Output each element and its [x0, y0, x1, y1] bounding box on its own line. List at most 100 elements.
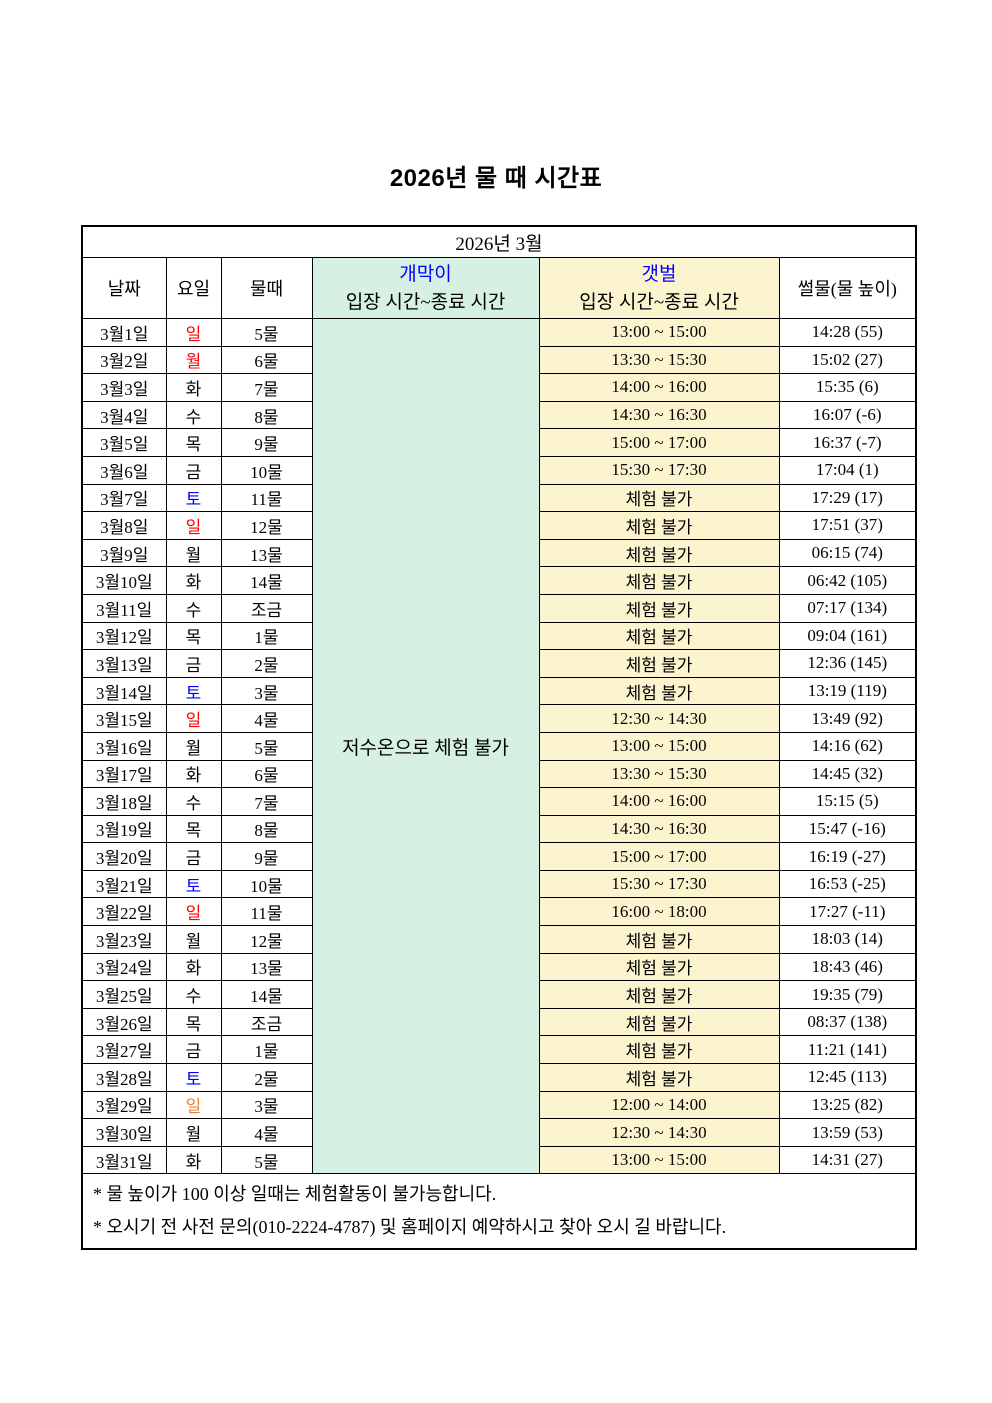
date-cell: 3월18일 — [81, 787, 167, 816]
weekday-cell: 화 — [165, 566, 222, 595]
date-cell: 3월1일 — [81, 318, 167, 347]
notes-row: * 물 높이가 100 이상 일때는 체험활동이 불가능합니다. * 오시기 전… — [81, 1173, 917, 1250]
tide-cell: 13물 — [220, 952, 313, 982]
gaetbeol-header-title: 갯벌 — [641, 264, 677, 285]
tide-cell: 9물 — [220, 428, 313, 457]
tide-cell: 7물 — [220, 787, 313, 816]
gaetbeol-cell: 체험 불가 — [538, 1007, 780, 1037]
table-row: 3월28일 토 2물 체험 불가 12:45 (113) — [81, 1063, 917, 1092]
tide-cell: 5물 — [220, 731, 313, 761]
table-row: 3월19일 목 8물 14:30 ~ 16:30 15:47 (-16) — [81, 814, 917, 844]
col-header-weekday: 요일 — [165, 257, 222, 319]
tide-cell: 3물 — [220, 1090, 313, 1120]
date-cell: 3월7일 — [81, 483, 167, 513]
col-header-ebb: 썰물(물 높이) — [778, 257, 917, 319]
tide-cell: 12물 — [220, 511, 313, 540]
tide-cell: 8물 — [220, 814, 313, 844]
page-title: 2026년 물 때 시간표 — [389, 165, 603, 192]
ebb-cell: 09:04 (161) — [778, 621, 917, 651]
gaetbeol-header-subtitle: 입장 시간~종료 시간 — [579, 292, 739, 313]
table-row: 3월10일 화 14물 체험 불가 06:42 (105) — [81, 566, 917, 595]
weekday-cell: 토 — [165, 1063, 222, 1092]
date-cell: 3월3일 — [81, 373, 167, 402]
ebb-cell: 15:47 (-16) — [778, 814, 917, 844]
gaetbeol-cell: 체험 불가 — [538, 483, 780, 513]
date-cell: 3월5일 — [81, 428, 167, 457]
column-header-row: 날짜 요일 물때 개막이 입장 시간~종료 시간 갯벌 입장 시간~종료 시간 … — [81, 257, 917, 319]
ebb-cell: 14:31 (27) — [778, 1145, 917, 1175]
ebb-cell: 14:28 (55) — [778, 318, 917, 347]
date-cell: 3월17일 — [81, 759, 167, 789]
table-row: 3월26일 목 조금 체험 불가 08:37 (138) — [81, 1007, 917, 1037]
weekday-cell: 토 — [165, 869, 222, 899]
gaetbeol-cell: 15:30 ~ 17:30 — [538, 869, 780, 899]
ebb-cell: 15:02 (27) — [778, 345, 917, 375]
tide-cell: 2물 — [220, 649, 313, 678]
gaetbeol-cell: 15:00 ~ 17:00 — [538, 428, 780, 457]
tide-cell: 14물 — [220, 566, 313, 595]
date-cell: 3월15일 — [81, 704, 167, 733]
col-header-gaemagi: 개막이 입장 시간~종료 시간 — [311, 257, 540, 319]
table-row: 3월2일 월 6물 13:30 ~ 15:30 15:02 (27) — [81, 345, 917, 375]
ebb-cell: 14:45 (32) — [778, 759, 917, 789]
gaetbeol-cell: 12:30 ~ 14:30 — [538, 704, 780, 733]
weekday-cell: 목 — [165, 814, 222, 844]
weekday-cell: 금 — [165, 842, 222, 871]
gaetbeol-cell: 체험 불가 — [538, 952, 780, 982]
date-cell: 3월2일 — [81, 345, 167, 375]
ebb-cell: 13:49 (92) — [778, 704, 917, 733]
gaetbeol-cell: 체험 불가 — [538, 980, 780, 1009]
date-cell: 3월24일 — [81, 952, 167, 982]
gaetbeol-cell: 16:00 ~ 18:00 — [538, 897, 780, 927]
date-cell: 3월27일 — [81, 1035, 167, 1065]
tide-cell: 5물 — [220, 318, 313, 347]
ebb-cell: 13:59 (53) — [778, 1118, 917, 1147]
gaetbeol-cell: 체험 불가 — [538, 1035, 780, 1065]
table-row: 3월9일 월 13물 체험 불가 06:15 (74) — [81, 538, 917, 568]
tide-cell: 6물 — [220, 345, 313, 375]
ebb-cell: 15:15 (5) — [778, 787, 917, 816]
ebb-cell: 13:25 (82) — [778, 1090, 917, 1120]
date-cell: 3월9일 — [81, 538, 167, 568]
date-cell: 3월31일 — [81, 1145, 167, 1175]
ebb-cell: 06:15 (74) — [778, 538, 917, 568]
weekday-cell: 일 — [165, 1090, 222, 1120]
ebb-cell: 11:21 (141) — [778, 1035, 917, 1065]
weekday-cell: 월 — [165, 345, 222, 375]
weekday-cell: 목 — [165, 428, 222, 457]
weekday-cell: 화 — [165, 952, 222, 982]
gaetbeol-cell: 체험 불가 — [538, 593, 780, 623]
date-cell: 3월23일 — [81, 925, 167, 954]
weekday-cell: 일 — [165, 511, 222, 540]
ebb-cell: 18:43 (46) — [778, 952, 917, 982]
date-cell: 3월13일 — [81, 649, 167, 678]
weekday-cell: 월 — [165, 925, 222, 954]
ebb-cell: 06:42 (105) — [778, 566, 917, 595]
tide-cell: 9물 — [220, 842, 313, 871]
weekday-cell: 화 — [165, 759, 222, 789]
date-cell: 3월19일 — [81, 814, 167, 844]
date-cell: 3월25일 — [81, 980, 167, 1009]
table-row: 3월24일 화 13물 체험 불가 18:43 (46) — [81, 952, 917, 982]
tide-cell: 6물 — [220, 759, 313, 789]
table-row: 3월12일 목 1물 체험 불가 09:04 (161) — [81, 621, 917, 651]
ebb-cell: 19:35 (79) — [778, 980, 917, 1009]
gaetbeol-cell: 12:30 ~ 14:30 — [538, 1118, 780, 1147]
date-cell: 3월10일 — [81, 566, 167, 595]
gaetbeol-cell: 13:30 ~ 15:30 — [538, 759, 780, 789]
ebb-cell: 15:35 (6) — [778, 373, 917, 402]
note-line-2: * 오시기 전 사전 문의(010-2224-4787) 및 홈페이지 예약하시… — [93, 1217, 727, 1238]
table-row: 3월18일 수 7물 14:00 ~ 16:00 15:15 (5) — [81, 787, 917, 816]
gaetbeol-cell: 13:00 ~ 15:00 — [538, 731, 780, 761]
gaetbeol-cell: 14:30 ~ 16:30 — [538, 400, 780, 430]
gaetbeol-cell: 체험 불가 — [538, 925, 780, 954]
ebb-cell: 08:37 (138) — [778, 1007, 917, 1037]
tide-cell: 7물 — [220, 373, 313, 402]
gaemagi-header-title: 개막이 — [399, 264, 452, 285]
gaetbeol-cell: 15:30 ~ 17:30 — [538, 455, 780, 485]
tide-cell: 14물 — [220, 980, 313, 1009]
gaetbeol-cell: 체험 불가 — [538, 676, 780, 706]
table-row: 3월5일 목 9물 15:00 ~ 17:00 16:37 (-7) — [81, 428, 917, 457]
date-cell: 3월4일 — [81, 400, 167, 430]
ebb-cell: 17:29 (17) — [778, 483, 917, 513]
